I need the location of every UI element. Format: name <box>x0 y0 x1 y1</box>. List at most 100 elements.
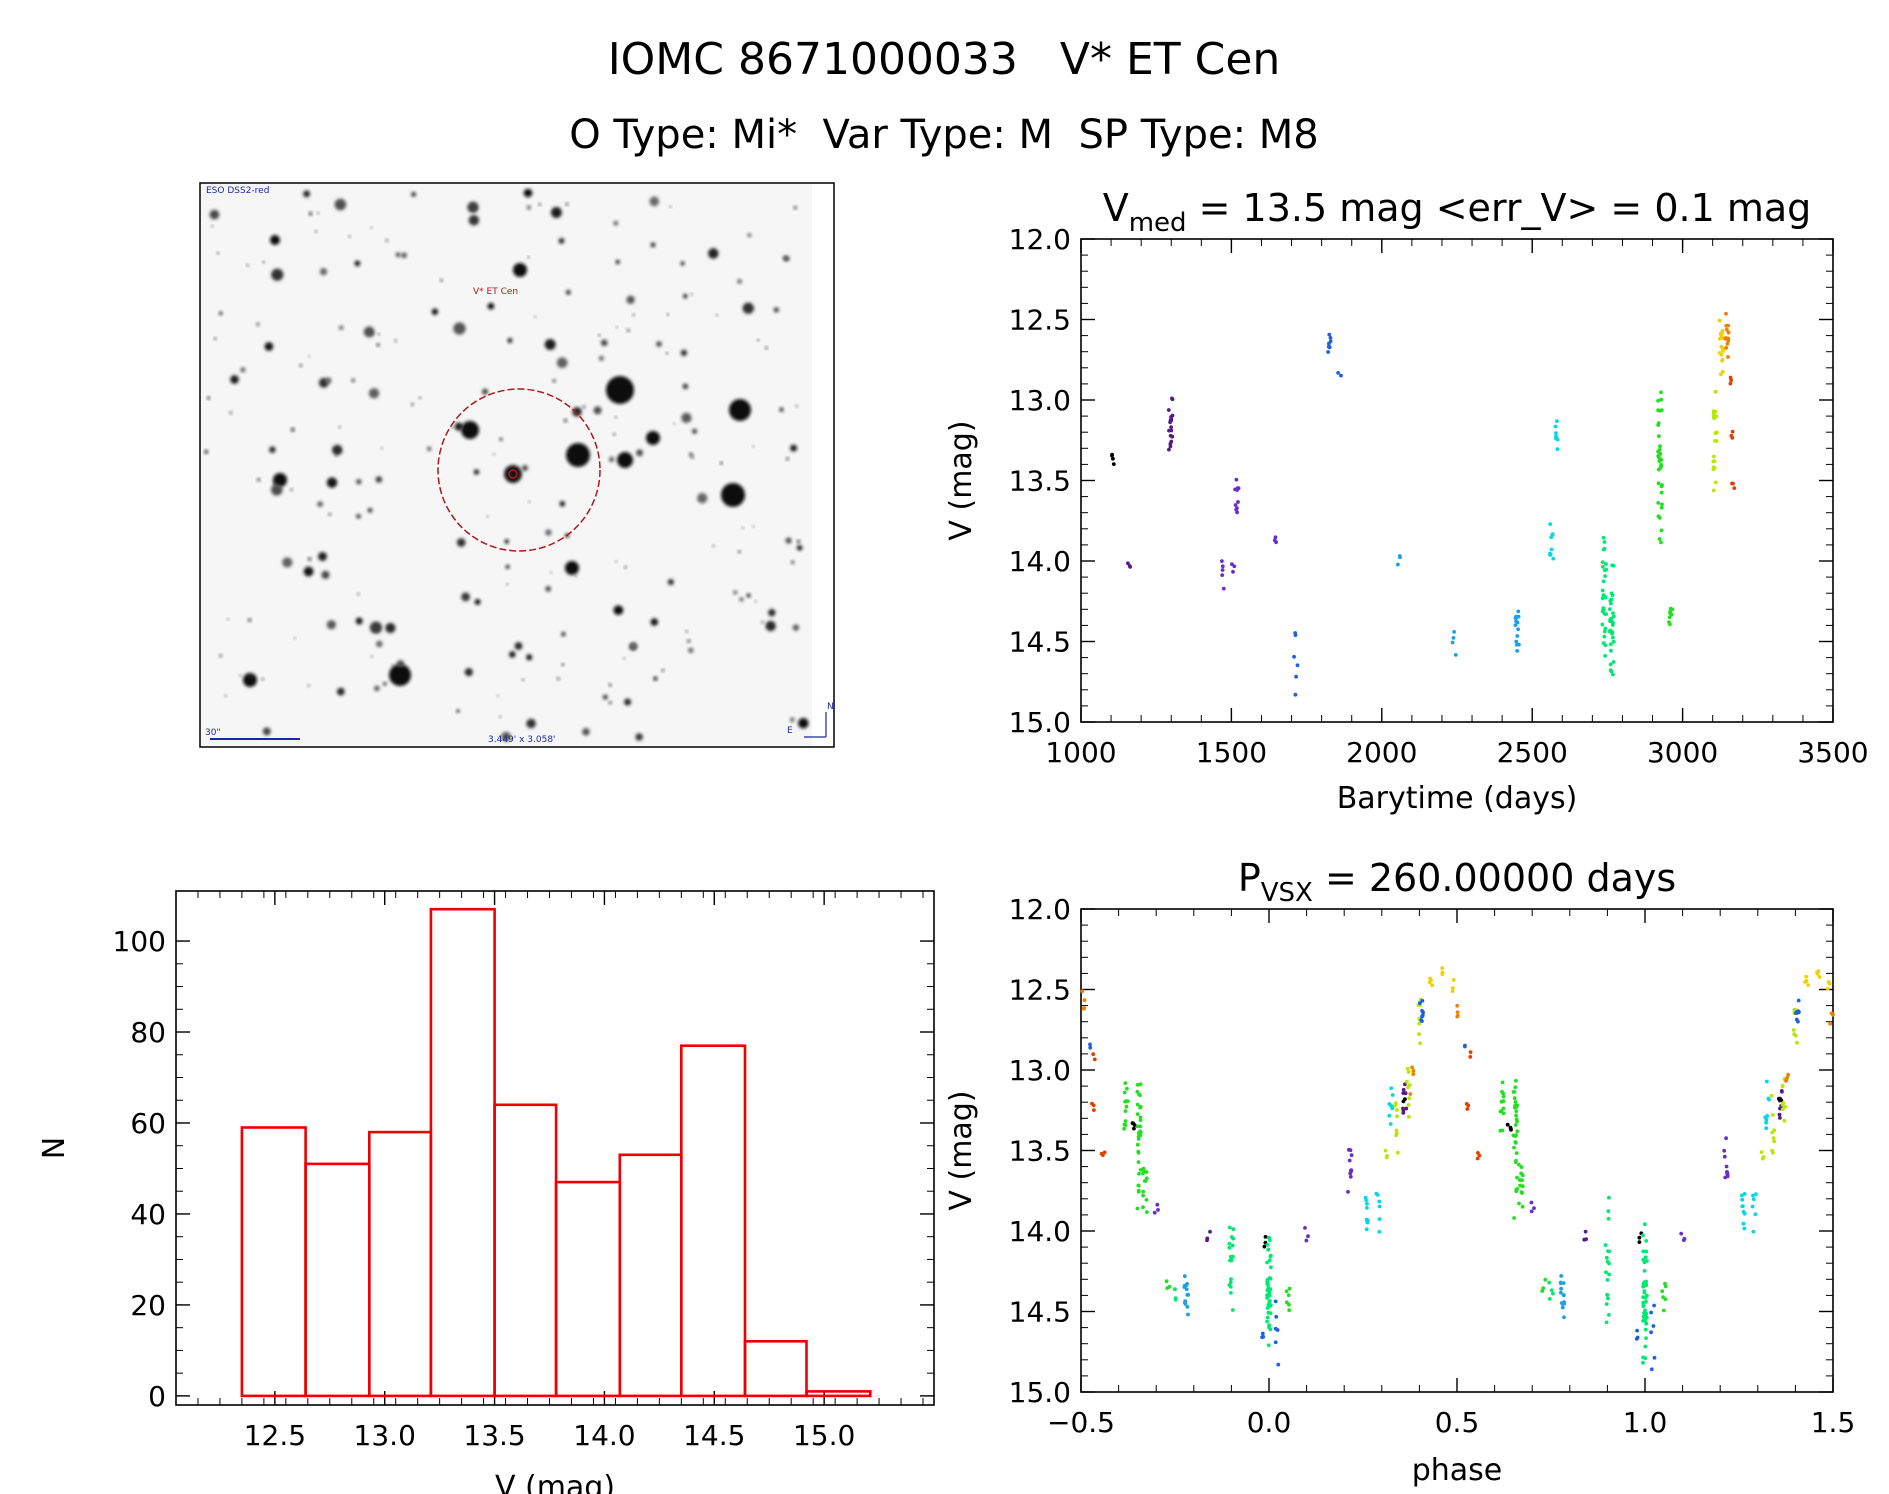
data-point <box>1418 1041 1423 1046</box>
data-point <box>1659 397 1664 402</box>
data-point <box>1541 1286 1546 1290</box>
data-point <box>1724 346 1729 350</box>
data-point <box>1611 672 1615 677</box>
data-point <box>1501 1099 1506 1103</box>
faint-star <box>325 377 332 384</box>
data-point <box>1645 1293 1649 1298</box>
data-point <box>1635 1335 1640 1340</box>
data-point <box>1609 642 1613 647</box>
data-point <box>1604 1302 1609 1306</box>
faint-star <box>391 664 394 667</box>
data-point <box>1125 1086 1129 1091</box>
data-point <box>1401 1106 1405 1111</box>
faint-star <box>321 570 330 580</box>
data-point <box>1168 444 1173 449</box>
data-point <box>1555 447 1560 451</box>
histogram-bar <box>618 1153 683 1398</box>
faint-star <box>786 457 789 461</box>
faint-star <box>661 669 665 672</box>
data-point <box>1753 1212 1758 1217</box>
faint-star <box>556 677 560 681</box>
data-point <box>1769 1093 1774 1098</box>
data-point <box>1080 989 1085 994</box>
data-point <box>1135 1089 1140 1094</box>
title-subscript: med <box>1129 208 1187 238</box>
faint-star <box>290 488 293 492</box>
data-point <box>1559 1274 1564 1278</box>
data-point <box>1760 1156 1765 1161</box>
faint-star <box>792 624 800 631</box>
data-point <box>1141 1189 1146 1194</box>
data-point <box>1602 634 1607 639</box>
data-point <box>1401 1111 1406 1115</box>
data-point <box>1182 1274 1187 1279</box>
faint-star <box>790 560 795 564</box>
data-point <box>1724 311 1728 316</box>
data-point <box>1450 640 1455 645</box>
data-point <box>1663 1297 1668 1301</box>
data-point <box>1136 1149 1141 1154</box>
data-point <box>1513 1123 1518 1127</box>
data-point <box>1099 1151 1104 1156</box>
data-point <box>1265 1242 1270 1247</box>
faint-star <box>690 293 693 296</box>
data-point <box>1656 398 1660 403</box>
data-point <box>1141 1205 1145 1210</box>
data-point <box>1603 626 1608 631</box>
data-point <box>1728 381 1733 386</box>
data-point <box>1393 1103 1398 1108</box>
data-point <box>1450 989 1455 993</box>
data-point <box>1136 1189 1141 1194</box>
data-point <box>1712 454 1716 459</box>
data-point <box>1349 1153 1354 1158</box>
data-point <box>1658 408 1662 413</box>
data-point <box>1138 1118 1143 1122</box>
data-point <box>1427 980 1432 985</box>
faint-star <box>550 571 553 574</box>
data-point <box>1236 500 1240 504</box>
faint-star <box>224 694 227 697</box>
histogram-bar <box>554 1180 622 1398</box>
data-point <box>1406 1070 1411 1074</box>
data-point <box>1548 522 1553 526</box>
data-point <box>1540 1289 1545 1293</box>
data-point <box>1404 1106 1409 1111</box>
faint-star <box>318 552 327 561</box>
data-point <box>1328 339 1333 344</box>
faint-star <box>394 339 397 342</box>
data-point <box>1136 1137 1141 1141</box>
faint-star <box>765 620 776 632</box>
data-point <box>1233 487 1237 492</box>
fov-label: 3.449' x 3.058' <box>488 735 556 745</box>
faint-star <box>545 529 552 536</box>
data-point <box>1455 1010 1460 1015</box>
data-point <box>1511 1090 1516 1094</box>
data-point <box>1389 1086 1394 1091</box>
faint-star <box>715 314 718 317</box>
data-point <box>1514 1151 1519 1155</box>
faint-star <box>795 404 798 408</box>
faint-star <box>768 608 776 617</box>
data-point <box>1398 555 1402 560</box>
data-point <box>1611 621 1615 625</box>
data-point <box>1651 1324 1656 1328</box>
data-point <box>1711 415 1716 419</box>
faint-star <box>464 668 473 677</box>
data-point <box>1741 1221 1746 1226</box>
data-point <box>1111 462 1116 466</box>
title-text: = 260.00000 days <box>1313 856 1676 900</box>
data-point <box>1554 434 1558 439</box>
data-point <box>1169 415 1173 419</box>
data-point <box>1227 1283 1232 1287</box>
faint-star <box>374 685 380 692</box>
faint-star <box>526 205 532 210</box>
data-point <box>1229 1258 1234 1263</box>
faint-star <box>614 416 617 419</box>
faint-star <box>451 426 454 429</box>
data-point <box>1501 1091 1506 1096</box>
data-point <box>1804 974 1809 979</box>
data-point <box>1292 654 1296 659</box>
data-point <box>1273 535 1278 540</box>
data-point <box>1463 1044 1467 1049</box>
data-point <box>1512 1145 1516 1150</box>
